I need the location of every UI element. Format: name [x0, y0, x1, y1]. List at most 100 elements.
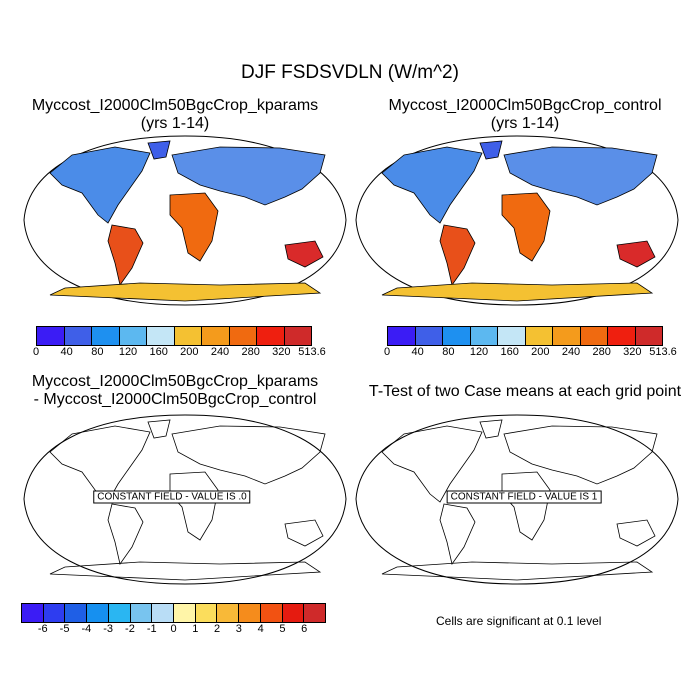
colorbar-difference-swatch	[108, 604, 131, 622]
colorbar-difference-tick-label: 4	[257, 623, 264, 635]
colorbar-kparams-tick-label: 120	[118, 346, 138, 358]
colorbar-difference: -6 -5 -4 -3 -2 -1 0 1 2 3 4 5 6	[21, 603, 326, 637]
map-kparams-north-america	[49, 146, 151, 224]
colorbar-difference-swatch	[260, 604, 283, 622]
colorbar-control-tick-label: 280	[592, 346, 611, 358]
colorbar-kparams-swatch	[119, 327, 147, 345]
colorbar-control-swatch	[580, 327, 608, 345]
map-kparams-africa	[169, 192, 219, 262]
map-difference-europe-asia	[171, 425, 326, 485]
panel-title-kparams-line1: Myccost_I2000Clm50BgcCrop_kparams	[31, 97, 319, 114]
colorbar-kparams-swatch	[202, 327, 230, 345]
panel-title-difference-line1: Myccost_I2000Clm50BgcCrop_kparams	[31, 373, 319, 390]
colorbar-difference-swatch	[43, 604, 66, 622]
map-control-south-america	[439, 224, 476, 286]
colorbar-difference-tick-label: -2	[125, 623, 135, 635]
colorbar-kparams-swatch	[229, 327, 257, 345]
colorbar-kparams-tick-label: 200	[180, 346, 199, 358]
panel-title-ttest: T-Test of two Case means at each grid po…	[350, 383, 700, 401]
colorbar-difference-swatch	[65, 604, 88, 622]
map-kparams-antarctica	[49, 282, 322, 302]
colorbar-control-swatch	[635, 327, 662, 345]
colorbar-control-tick-label: 80	[442, 346, 455, 358]
colorbar-difference-swatch	[152, 604, 175, 622]
colorbar-difference-tick-label: -1	[146, 623, 157, 635]
panel-title-kparams-line2: (yrs 1-14)	[140, 115, 210, 132]
colorbar-difference-swatch	[174, 604, 196, 622]
map-control	[355, 135, 679, 306]
map-kparams-greenland	[147, 140, 171, 160]
colorbar-kparams-tick-label: 0	[32, 346, 40, 358]
colorbar-difference-tick-label: 5	[279, 623, 286, 635]
colorbar-control-swatch	[525, 327, 553, 345]
colorbar-difference-tick-label: -5	[59, 623, 70, 635]
colorbar-control-swatch	[498, 327, 526, 345]
colorbar-control-swatch	[608, 327, 636, 345]
colorbar-kparams-swatch	[284, 327, 311, 345]
significance-note: Cells are significant at 0.1 level	[436, 614, 602, 628]
colorbar-kparams-tick-label: 320	[272, 346, 291, 358]
map-control-australia	[616, 240, 656, 268]
map-ttest-australia	[616, 519, 656, 547]
colorbar-kparams-tick-label: 40	[60, 346, 73, 358]
colorbar-kparams-swatch	[92, 327, 120, 345]
colorbar-difference-swatch	[304, 604, 326, 622]
colorbar-difference-tick-label: 1	[192, 623, 199, 635]
panel-title-control-line2: (yrs 1-14)	[490, 115, 560, 132]
page-title: DJF FSDSVDLN (W/m^2)	[241, 62, 459, 83]
colorbar-kparams-tick-label: 240	[210, 346, 230, 358]
colorbar-difference-swatch	[87, 604, 109, 622]
colorbar-control-tick-label: 320	[623, 346, 642, 358]
colorbar-difference-swatch	[239, 604, 261, 622]
map-kparams-europe-asia	[171, 146, 326, 206]
colorbar-control-tick-label: 40	[411, 346, 424, 358]
colorbar-kparams-tick-label: 80	[91, 346, 104, 358]
colorbar-control-tick-label: 200	[531, 346, 550, 358]
panel-title-control: Myccost_I2000Clm50BgcCrop_control (yrs 1…	[350, 97, 700, 133]
map-difference-south-america	[107, 503, 144, 565]
colorbar-kparams-tick-label: 280	[241, 346, 260, 358]
colorbar-control-tick-label: 240	[561, 346, 581, 358]
colorbar-control: 0 40 80 120 160 200 240 280 320 513.6	[383, 326, 677, 360]
constant-field-label-diff: CONSTANT FIELD - VALUE IS .0	[93, 490, 251, 504]
map-kparams-south-america	[107, 224, 144, 286]
map-control-europe-asia	[503, 146, 658, 206]
map-control-africa	[501, 192, 551, 262]
colorbar-kparams-swatch	[37, 327, 65, 345]
map-kparams	[23, 135, 347, 306]
colorbar-kparams: 0 40 80 120 160 200 240 280 320 513.6	[32, 326, 326, 360]
map-kparams-australia	[284, 240, 324, 268]
map-ttest-north-america	[381, 425, 483, 503]
map-control-greenland	[479, 140, 503, 160]
colorbar-difference-tick-label: -6	[37, 623, 48, 635]
colorbar-difference-swatch	[195, 604, 218, 622]
colorbar-kparams-tick-label: 513.6	[298, 346, 326, 358]
colorbar-control-swatch	[553, 327, 581, 345]
panel-title-difference-line2: - Myccost_I2000Clm50BgcCrop_control	[33, 391, 317, 408]
colorbar-difference-swatch	[130, 604, 153, 622]
colorbar-kparams-swatch	[174, 327, 202, 345]
colorbar-difference-tick-label: -3	[103, 623, 114, 635]
map-difference-greenland	[147, 419, 171, 439]
map-ttest-greenland	[479, 419, 503, 439]
colorbar-difference-tick-label: -4	[81, 623, 92, 635]
map-difference-north-america	[49, 425, 151, 503]
colorbar-control-tick-label: 0	[383, 346, 391, 358]
colorbar-control-swatch	[443, 327, 471, 345]
colorbar-kparams-tick-label: 160	[149, 346, 168, 358]
map-difference-australia	[284, 519, 324, 547]
colorbar-kparams-swatch	[257, 327, 285, 345]
constant-field-label-ttest: CONSTANT FIELD - VALUE IS 1	[446, 490, 602, 504]
panel-title-control-line1: Myccost_I2000Clm50BgcCrop_control	[388, 97, 662, 114]
map-ttest-south-america	[439, 503, 476, 565]
panel-title-difference: Myccost_I2000Clm50BgcCrop_kparams - Mycc…	[0, 373, 350, 409]
map-control-antarctica	[381, 282, 654, 302]
colorbar-control-tick-label: 120	[469, 346, 489, 358]
colorbar-difference-tick-label: 2	[214, 623, 221, 635]
colorbar-control-tick-label: 513.6	[649, 346, 677, 358]
colorbar-control-swatch	[470, 327, 498, 345]
panel-title-kparams: Myccost_I2000Clm50BgcCrop_kparams (yrs 1…	[0, 97, 350, 133]
panel-title-ttest-line1: T-Test of two Case means at each grid po…	[368, 383, 682, 400]
map-ttest-antarctica	[381, 561, 654, 581]
map-ttest-europe-asia	[503, 425, 658, 485]
